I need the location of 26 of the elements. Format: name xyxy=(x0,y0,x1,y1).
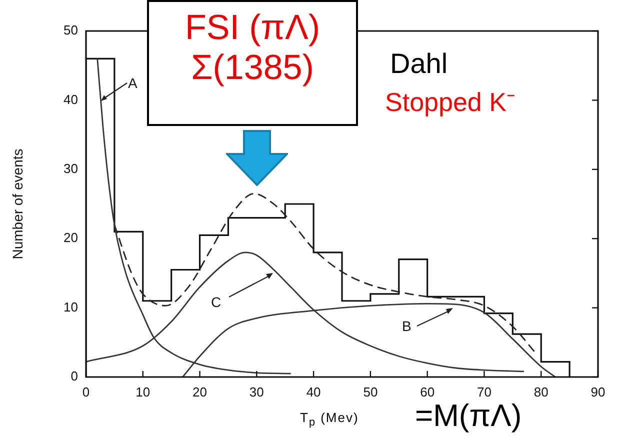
x-tick-label: 60 xyxy=(420,384,435,400)
y-tick-label: 50 xyxy=(64,22,78,38)
y-tick-label: 40 xyxy=(64,92,78,107)
y-axis-title: Number of events xyxy=(9,148,26,260)
annotation: Dahl xyxy=(390,48,448,80)
x-tick-label: 0 xyxy=(82,384,90,400)
y-tick-label: 10 xyxy=(64,299,78,314)
x-tick-label: 10 xyxy=(136,384,150,400)
x-tick-label: 20 xyxy=(192,384,208,400)
x-tick-label: 30 xyxy=(249,384,264,400)
text: =M(πΛ) xyxy=(415,398,522,434)
x-axis-title: T$_{p}$ (Mev) xyxy=(300,410,359,429)
x-tick-label: 90 xyxy=(590,384,606,400)
y-tick-label: 20 xyxy=(64,230,78,246)
y-tick-label: 0 xyxy=(70,368,78,384)
annotation: B xyxy=(402,318,412,334)
x-tick-label: 80 xyxy=(534,384,548,400)
annotation: A xyxy=(128,75,138,92)
x-tick-label: 70 xyxy=(476,384,492,400)
annotation: C xyxy=(211,294,222,310)
x-tick-label: 40 xyxy=(306,384,321,400)
annotation: FSI (πΛ) Σ(1385) xyxy=(147,0,358,126)
annotation: Stopped K⁻ xyxy=(385,87,516,118)
line-series xyxy=(114,192,536,354)
x-tick-label: 50 xyxy=(363,384,378,400)
y-tick-label: 30 xyxy=(64,160,78,176)
